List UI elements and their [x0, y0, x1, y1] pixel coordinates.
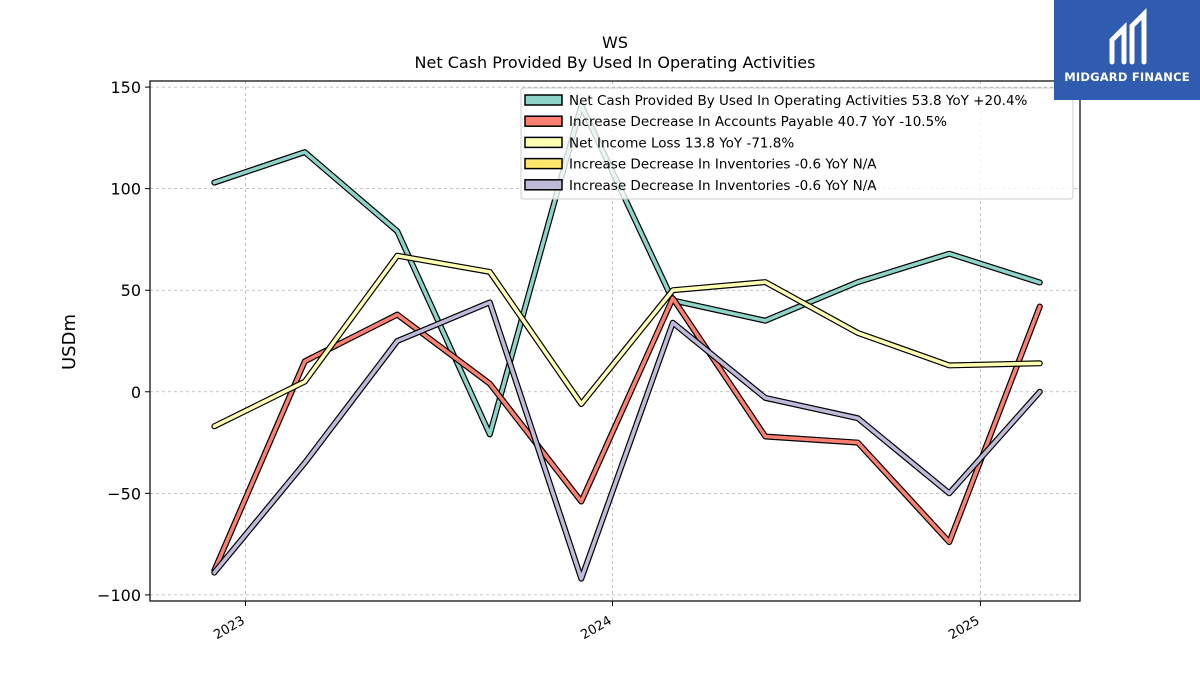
plot-frame: [149, 80, 1081, 602]
legend-swatch-3: [524, 157, 563, 170]
brand-logo: MIDGARD FINANCE: [1054, 0, 1200, 100]
y-tick-label: 0: [131, 383, 141, 402]
series-line-0: [212, 103, 1042, 437]
chart-title: WS: [602, 33, 628, 52]
legend-box: [520, 87, 1074, 200]
x-tick-label: 2024: [578, 613, 614, 643]
y-tick-label: 50: [121, 281, 141, 300]
y-axis-label: USDm: [59, 314, 80, 370]
logo-text: MIDGARD FINANCE: [1064, 70, 1190, 84]
x-tick-label: 2023: [211, 613, 247, 643]
chart-subtitle: Net Cash Provided By Used In Operating A…: [415, 53, 816, 72]
legend-label-0: Net Cash Provided By Used In Operating A…: [569, 93, 1028, 109]
legend: Net Cash Provided By Used In Operating A…: [520, 87, 1074, 200]
legend-label-2: Net Income Loss 13.8 YoY -71.8%: [569, 135, 794, 151]
y-tick-label: −50: [107, 484, 141, 503]
legend-label-1: Increase Decrease In Accounts Payable 40…: [569, 114, 947, 130]
legend-label-4: Increase Decrease In Inventories -0.6 Yo…: [569, 178, 877, 194]
logo-icon: [1109, 7, 1147, 65]
series-lines: [211, 102, 1043, 582]
y-tick-label: 100: [110, 180, 141, 199]
legend-swatch-0: [524, 94, 563, 106]
y-tick-label: 150: [110, 78, 141, 97]
legend-swatch-2: [524, 136, 563, 149]
x-tick-label: 2025: [946, 613, 982, 643]
series-line-2: [212, 253, 1042, 429]
legend-swatch-1: [524, 115, 563, 127]
legend-label-3: Increase Decrease In Inventories -0.6 Yo…: [569, 157, 877, 173]
legend-swatch-4: [524, 179, 563, 191]
series-line-1: [212, 296, 1042, 573]
series-line-4: [212, 300, 1042, 581]
y-tick-label: −100: [97, 586, 141, 605]
